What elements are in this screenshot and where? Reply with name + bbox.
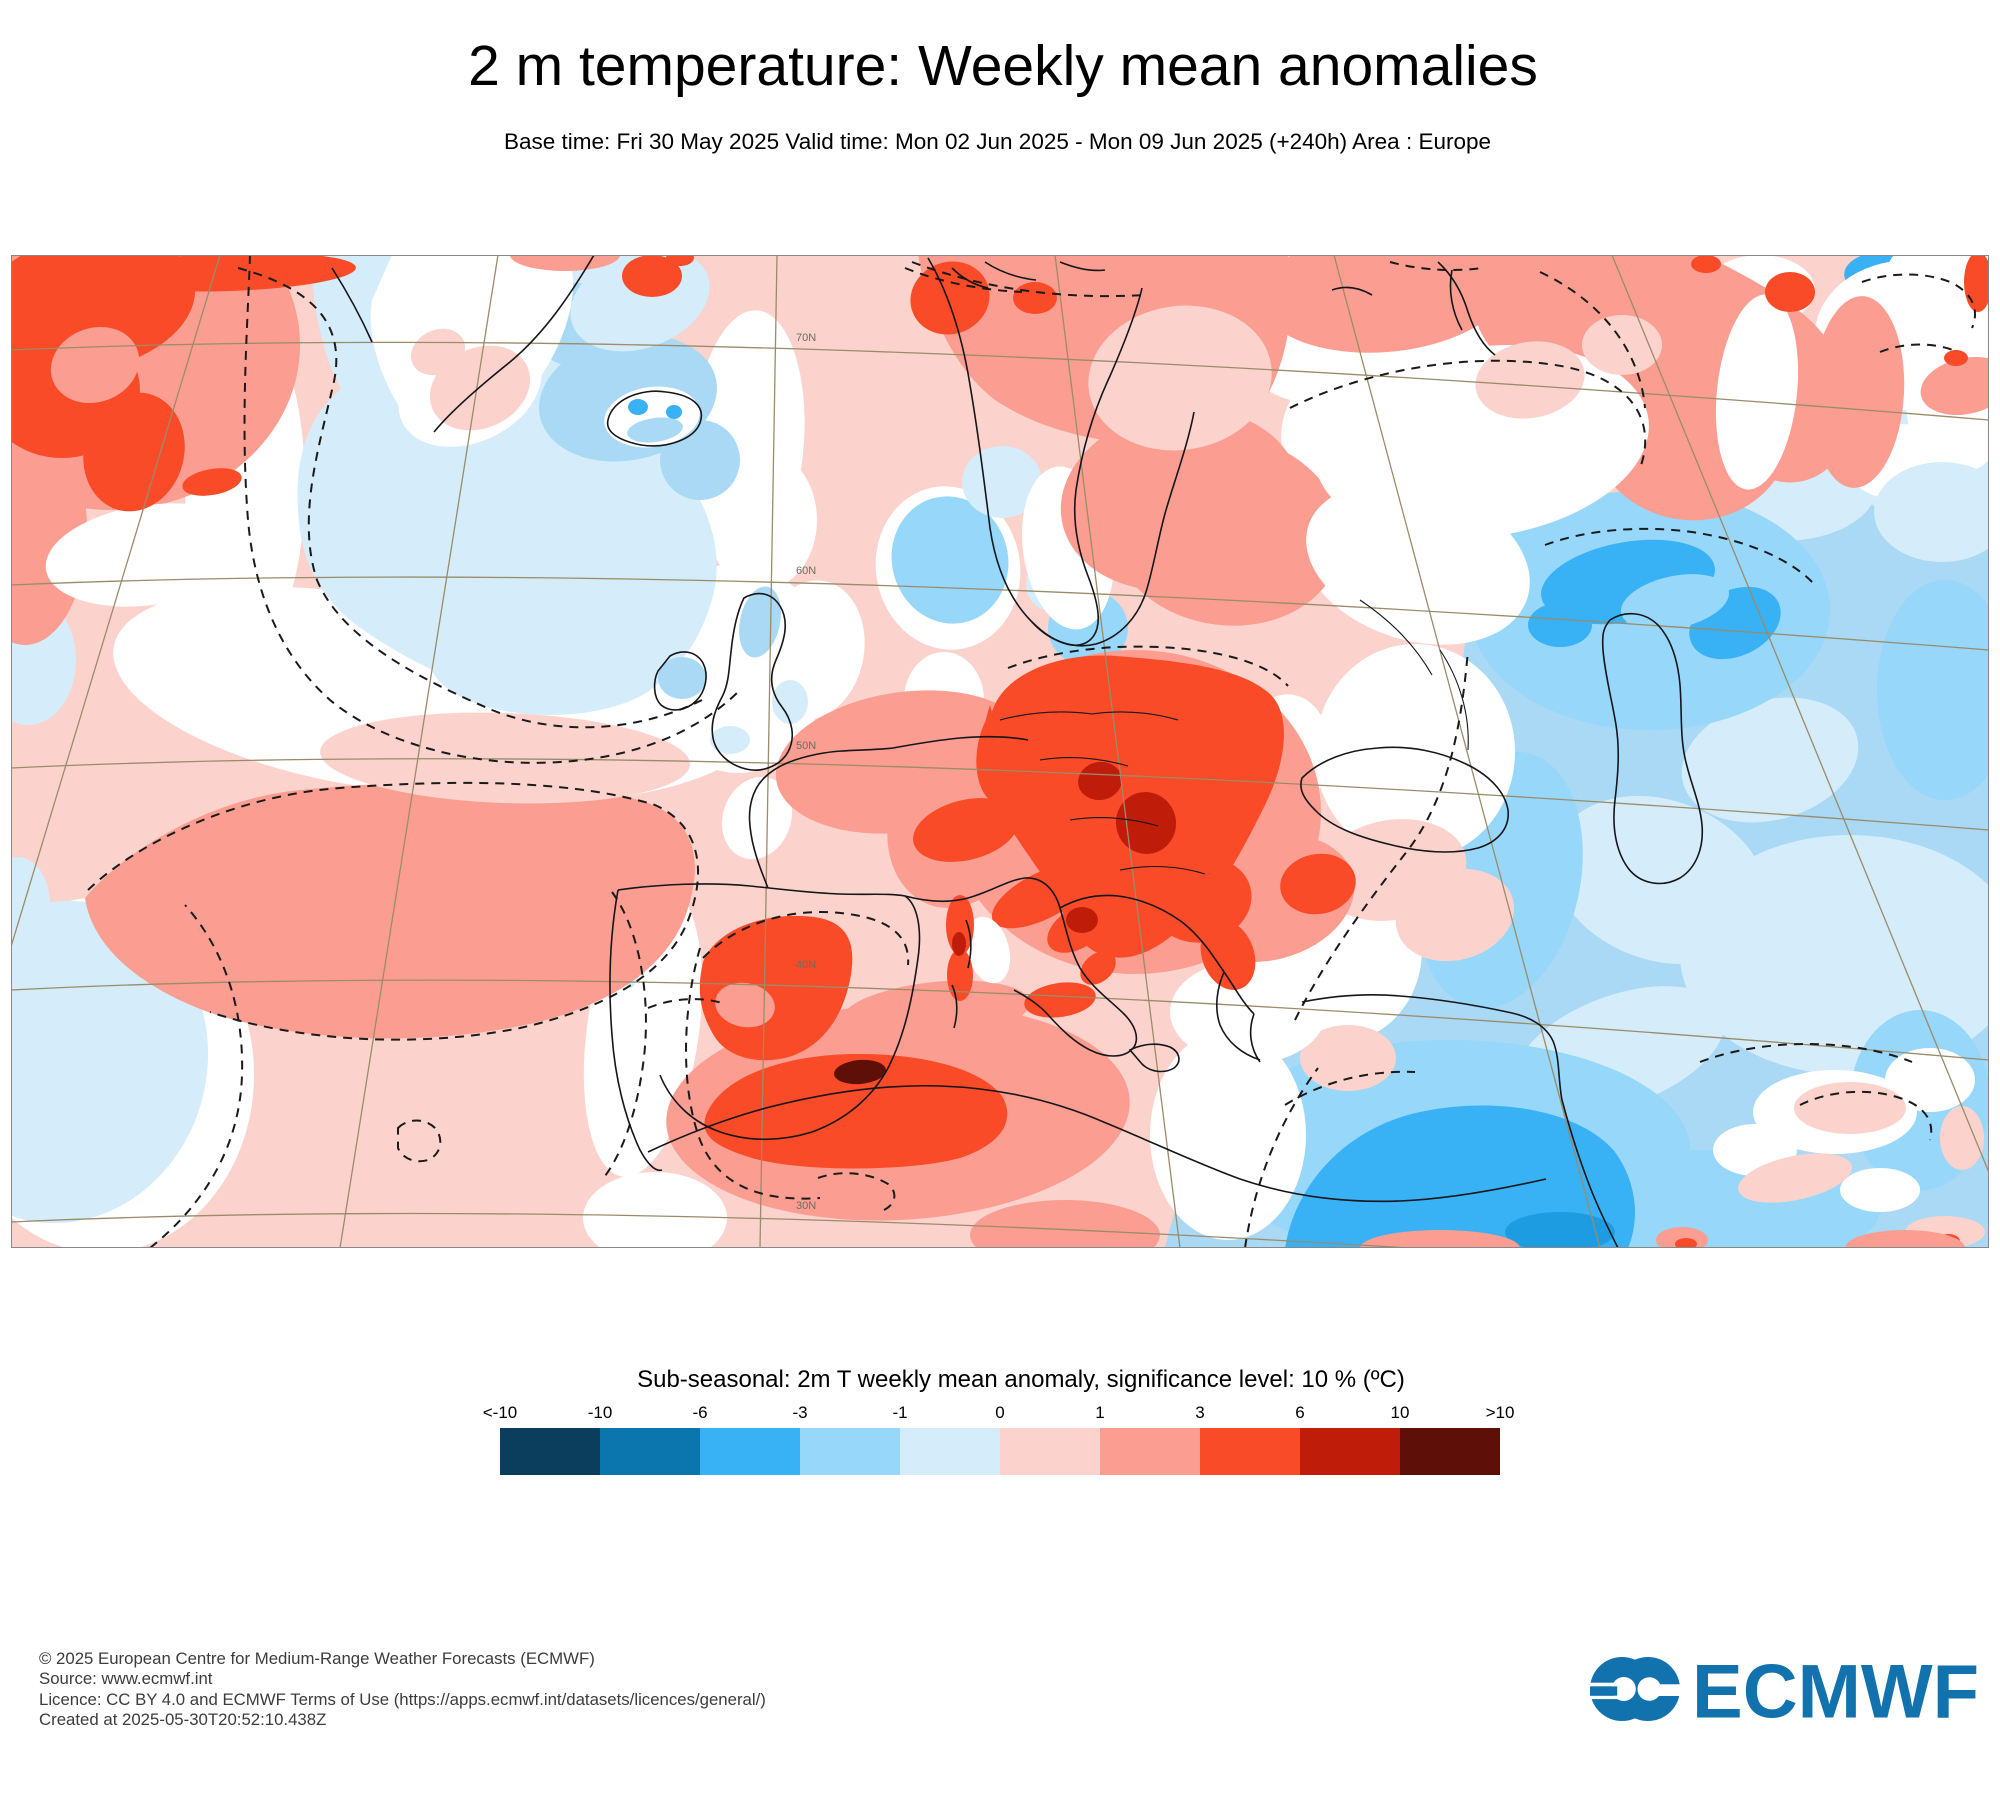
svg-text:ECMWF: ECMWF xyxy=(1692,1652,1979,1724)
svg-text:50N: 50N xyxy=(796,740,816,752)
svg-text:40N: 40N xyxy=(796,959,816,971)
svg-text:30N: 30N xyxy=(796,1200,816,1212)
svg-text:70N: 70N xyxy=(796,332,816,344)
svg-text:60N: 60N xyxy=(796,565,816,577)
